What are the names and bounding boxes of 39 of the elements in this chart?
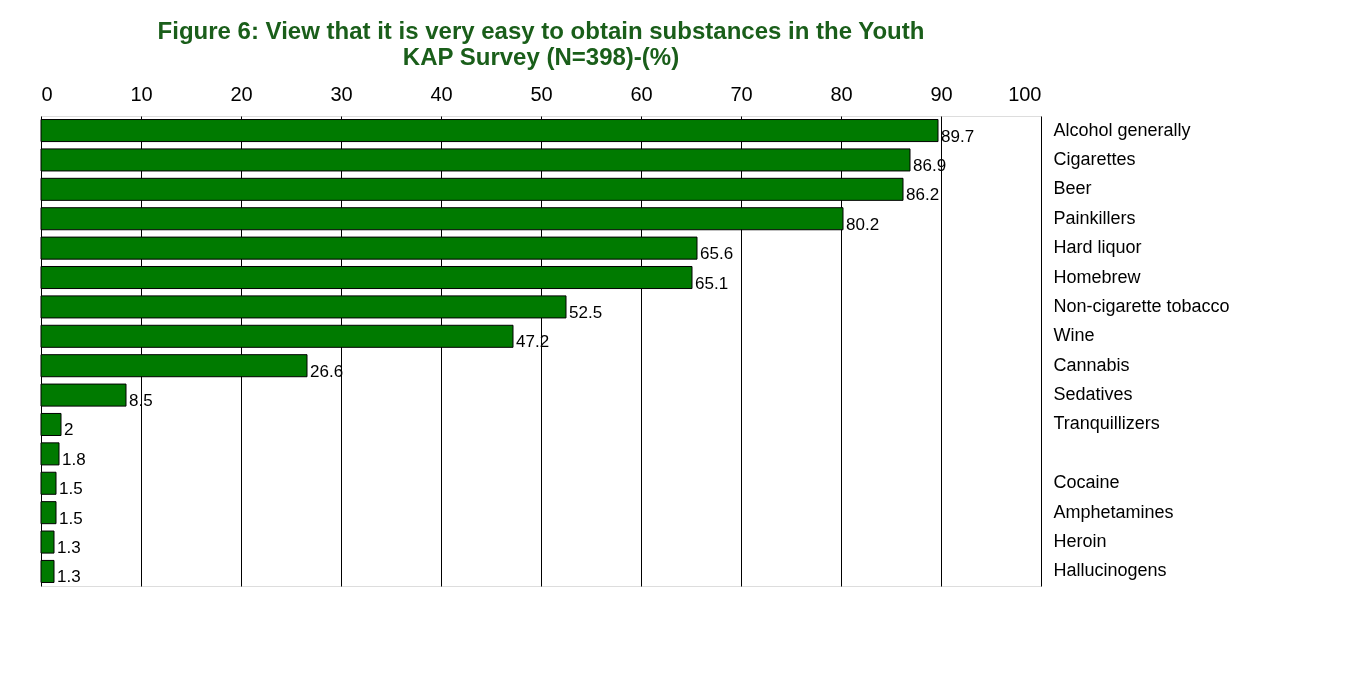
y-tick-label: Cigarettes: [1053, 148, 1136, 169]
y-tick-label: Sedatives: [1053, 384, 1133, 405]
data-label: 1.5: [59, 508, 83, 528]
y-tick-label: Beer: [1053, 178, 1092, 199]
x-tick-label: 80: [830, 82, 853, 105]
data-label: 89.7: [941, 126, 975, 146]
x-tick-label: 60: [630, 82, 653, 105]
x-tick-label: 90: [930, 82, 953, 105]
y-tick-label: Heroin: [1053, 531, 1107, 552]
y-tick-label: Wine: [1053, 325, 1095, 346]
x-tick-label: 40: [430, 82, 453, 105]
data-label: 65.1: [695, 273, 729, 293]
data-label: 1.5: [59, 479, 83, 499]
data-label: 86.2: [906, 185, 940, 205]
data-label: 2: [64, 420, 74, 440]
y-tick-label: Alcohol generally: [1053, 119, 1191, 140]
y-tick-label: Non-cigarette tobacco: [1053, 295, 1230, 316]
y-tick-label: Hallucinogens: [1053, 560, 1167, 581]
x-tick-label: 70: [730, 82, 753, 105]
y-tick-label: Tranquillizers: [1053, 413, 1160, 434]
data-label: 1.3: [57, 567, 81, 587]
data-label: 1.8: [62, 449, 86, 469]
x-tick-label: 30: [330, 82, 353, 105]
y-tick-label: Hard liquor: [1053, 237, 1142, 258]
chart-title: Figure 6: View that it is very easy to obtain substances in the Youth KAP Survey (N=398)-(%): [157, 17, 925, 70]
y-tick-label: Cannabis: [1053, 354, 1130, 375]
y-tick-label: Painkillers: [1053, 207, 1136, 228]
x-tick-label: 50: [530, 82, 553, 105]
data-label: 80.2: [846, 214, 880, 234]
y-tick-label: Amphetamines: [1053, 501, 1174, 522]
data-label: 52.5: [569, 302, 603, 322]
y-tick-label: Homebrew: [1053, 266, 1142, 287]
data-label: 65.6: [700, 244, 734, 264]
data-label: 1.3: [57, 538, 81, 558]
x-tick-label: 10: [130, 82, 153, 105]
x-tick-label: 20: [230, 82, 253, 105]
y-tick-label: Cocaine: [1053, 472, 1120, 493]
x-tick-label: 100: [1008, 82, 1042, 105]
x-tick-label: 0: [41, 82, 53, 105]
